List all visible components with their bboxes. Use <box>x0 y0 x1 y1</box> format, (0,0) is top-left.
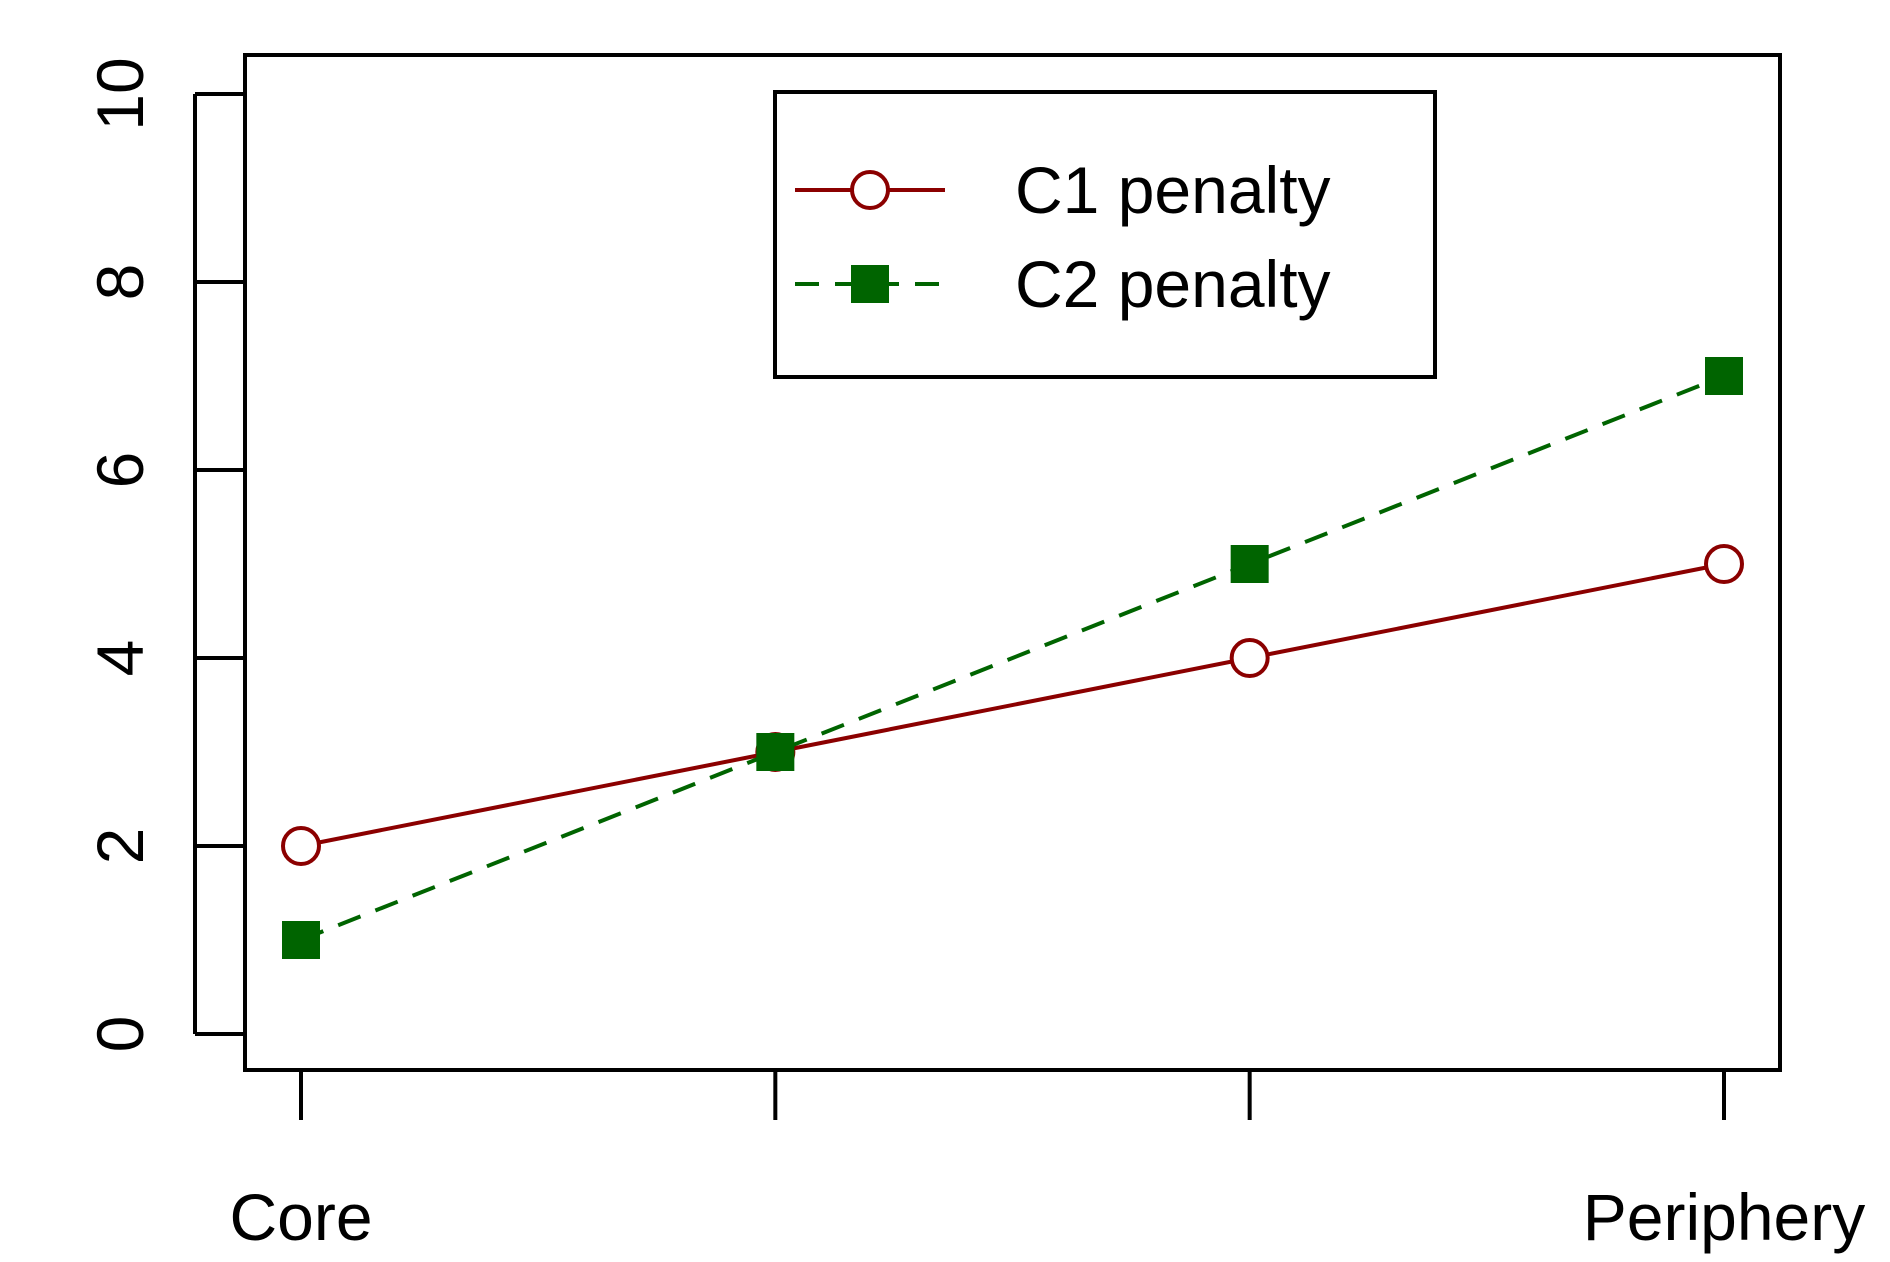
legend: C1 penalty C2 penalty <box>773 90 1437 379</box>
series-2-point <box>1705 357 1743 395</box>
legend-box <box>773 90 1437 379</box>
y-tick-label: 8 <box>83 264 157 301</box>
y-tick-label: 0 <box>83 1016 157 1053</box>
y-tick-label: 10 <box>83 57 157 130</box>
series-1-point <box>1704 544 1744 584</box>
x-axis: Core Periphery <box>229 1070 1865 1254</box>
series-1 <box>281 544 1744 866</box>
legend-label: C1 penalty <box>1015 153 1331 227</box>
series-layer <box>281 357 1744 959</box>
series-2-line <box>300 374 1725 942</box>
legend-item-1: C1 penalty <box>795 153 1331 227</box>
plot-frame <box>243 53 1782 1072</box>
legend-marker <box>850 170 890 210</box>
x-tick-label: Periphery <box>1583 1180 1865 1254</box>
legend-marker <box>851 265 889 303</box>
series-2-point <box>1230 545 1269 583</box>
y-tick-label: 6 <box>83 452 157 489</box>
y-tick-label: 4 <box>83 640 157 677</box>
series-2-point <box>282 921 320 959</box>
y-tick-label: 2 <box>83 828 157 865</box>
legend-label: C2 penalty <box>1015 247 1331 321</box>
series-1-line <box>300 562 1725 848</box>
series-2 <box>282 357 1743 959</box>
x-tick-label: Core <box>229 1180 372 1254</box>
y-axis: 0 2 4 6 8 10 <box>83 57 245 1052</box>
series-1-point <box>281 826 321 866</box>
series-2-point <box>756 733 795 771</box>
series-1-point <box>1229 638 1270 678</box>
legend-item-2: C2 penalty <box>795 247 1331 321</box>
